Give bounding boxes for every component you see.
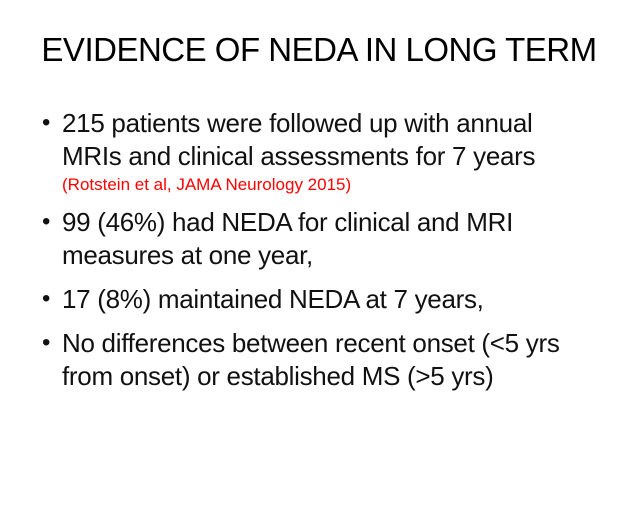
bullet-text: 17 (8%) maintained NEDA at 7 years, [62, 283, 484, 314]
bullet-item: • 215 patients were followed up with ann… [0, 107, 620, 195]
bullet-marker: • [42, 108, 51, 136]
bullet-item: • No differences between recent onset (<… [0, 327, 620, 393]
bullet-text: No differences between recent onset (<5 … [62, 327, 560, 391]
bullet-text: 99 (46%) had NEDA for clinical and MRI m… [62, 206, 514, 270]
bullet-text: 215 patients were followed up with annua… [62, 107, 536, 171]
presentation-slide: EVIDENCE OF NEDA IN LONG TERM • 215 pati… [0, 30, 638, 508]
slide-title: EVIDENCE OF NEDA IN LONG TERM [41, 31, 597, 68]
bullet-item: • 99 (46%) had NEDA for clinical and MRI… [0, 206, 620, 272]
citation-text: (Rotstein et al, JAMA Neurology 2015) [62, 174, 352, 194]
bullet-marker: • [42, 328, 51, 356]
bullet-marker: • [42, 207, 51, 235]
bullet-item: • 17 (8%) maintained NEDA at 7 years, [0, 283, 620, 316]
bullet-marker: • [42, 284, 51, 312]
bullet-list: • 215 patients were followed up with ann… [0, 107, 638, 393]
